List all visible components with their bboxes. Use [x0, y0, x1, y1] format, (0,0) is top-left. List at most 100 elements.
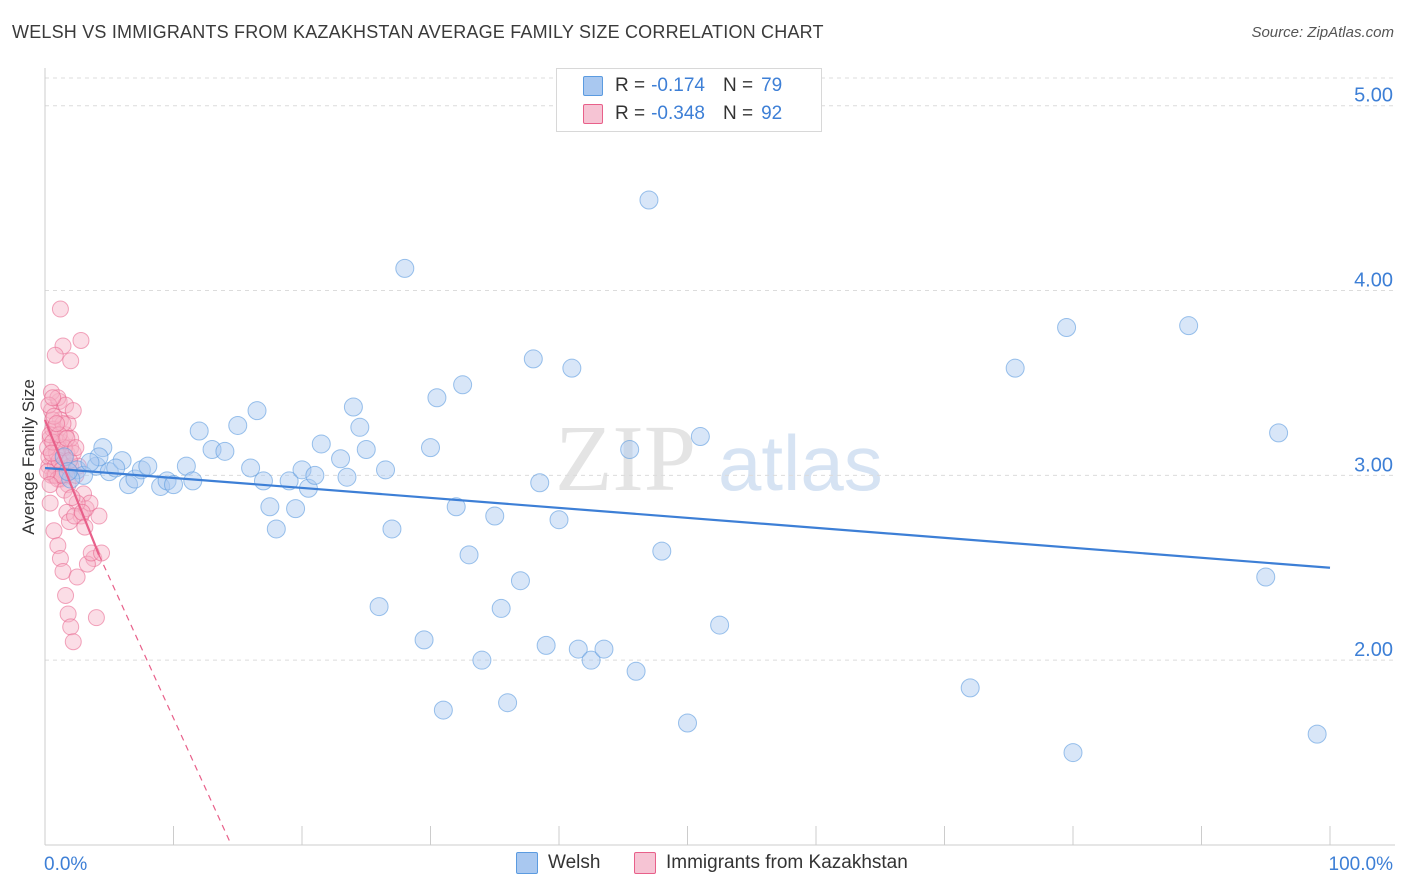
kazakhstan-point: [64, 402, 82, 420]
kazakhstan-trend-extension: [98, 554, 232, 846]
kazakhstan-point: [49, 537, 67, 555]
welsh-point: [427, 388, 447, 408]
n-label: N =: [722, 103, 754, 124]
welsh-point: [594, 639, 614, 659]
r-label: R =: [615, 103, 646, 124]
watermark-zip: ZIP: [555, 407, 696, 511]
welsh-point: [253, 471, 273, 491]
welsh-point: [215, 441, 235, 461]
welsh-point: [279, 471, 299, 491]
y-tick-label: 4.00: [1354, 270, 1393, 292]
kazakhstan-point: [51, 300, 69, 318]
y-tick-labels: 2.00 3.00 4.00 5.00: [1354, 85, 1393, 661]
welsh-point: [491, 598, 511, 618]
welsh-point: [421, 438, 440, 458]
kazakhstan-point: [57, 586, 75, 604]
welsh-point: [228, 415, 248, 435]
welsh-point: [241, 458, 261, 478]
welsh-point: [530, 473, 550, 493]
welsh-point: [1179, 316, 1199, 336]
kazakhstan-point: [46, 346, 64, 364]
kazakhstan-point: [54, 562, 72, 580]
grid-lines: [45, 77, 1395, 661]
welsh-points: [54, 96, 1327, 763]
welsh-point: [626, 661, 646, 681]
axes: [44, 68, 1395, 846]
kazakhstan-points: [39, 300, 111, 651]
welsh-point: [453, 375, 473, 395]
kazakhstan-point: [48, 415, 66, 433]
x-tick-labels: 0.0% 100.0%: [44, 854, 1393, 875]
welsh-point: [414, 630, 434, 650]
welsh-point: [620, 439, 640, 459]
welsh-point: [1269, 423, 1289, 443]
y-tick-label: 2.00: [1354, 639, 1393, 661]
welsh-point: [433, 700, 453, 720]
welsh-point: [311, 434, 331, 454]
welsh-point: [112, 451, 132, 471]
chart-source: Source: ZipAtlas.com: [1251, 24, 1394, 41]
welsh-point: [292, 460, 312, 480]
welsh-point: [523, 349, 543, 369]
welsh-point: [1005, 358, 1025, 378]
welsh-point: [1057, 318, 1077, 338]
welsh-point: [119, 475, 139, 495]
legend-item-welsh: Welsh: [516, 852, 600, 874]
kazakhstan-point: [51, 550, 69, 568]
legend-row-welsh: R = -0.174 N = 79: [583, 73, 782, 99]
welsh-point: [710, 615, 730, 635]
welsh-point: [536, 635, 556, 655]
welsh-point: [80, 452, 100, 472]
welsh-point: [376, 460, 396, 480]
welsh-point: [472, 650, 492, 670]
welsh-point: [343, 397, 363, 417]
kazakhstan-trend-line: [43, 419, 100, 556]
r-label: R =: [615, 75, 646, 96]
welsh-point: [485, 506, 505, 526]
welsh-point: [459, 545, 479, 565]
kazakhstan-point: [90, 507, 108, 525]
legend-item-kazakhstan: Immigrants from Kazakhstan: [634, 852, 908, 874]
welsh-point: [93, 438, 113, 458]
welsh-point: [382, 519, 402, 539]
welsh-point: [1256, 567, 1276, 587]
welsh-point: [286, 499, 306, 519]
welsh-point: [350, 417, 370, 437]
welsh-point: [247, 401, 267, 421]
kazakhstan-point: [58, 429, 76, 447]
welsh-r-value: -0.174: [651, 75, 705, 96]
trend-lines: [43, 419, 1331, 846]
welsh-legend-label: Welsh: [548, 852, 601, 873]
kazakhstan-point: [41, 494, 59, 512]
kazakhstan-point: [62, 352, 80, 370]
welsh-point: [568, 639, 588, 659]
x-tick-label-max: 100.0%: [1329, 854, 1394, 875]
welsh-point: [1307, 724, 1327, 744]
series-legend: Welsh Immigrants from Kazakhstan: [0, 852, 1406, 878]
kazakhstan-point: [78, 555, 96, 573]
welsh-point: [446, 497, 466, 517]
welsh-point: [260, 497, 280, 517]
welsh-point: [510, 571, 530, 591]
n-label: N =: [722, 75, 754, 96]
x-tick-label-min: 0.0%: [44, 854, 87, 875]
welsh-trend-line: [44, 466, 1331, 569]
welsh-n-value: 79: [761, 75, 783, 96]
welsh-point: [337, 467, 357, 487]
kazakhstan-point: [64, 633, 82, 651]
kazakhstan-swatch: [583, 104, 603, 124]
welsh-swatch: [583, 76, 603, 96]
kazakhstan-legend-swatch: [634, 852, 656, 874]
welsh-point: [305, 465, 325, 485]
welsh-point: [562, 358, 582, 378]
kaz-n-value: 92: [761, 103, 783, 124]
welsh-point: [369, 597, 389, 617]
kazakhstan-point: [41, 476, 59, 494]
kazakhstan-point: [44, 389, 62, 407]
kazakhstan-point: [62, 618, 80, 636]
kazakhstan-point: [59, 605, 77, 623]
welsh-point: [138, 456, 158, 476]
welsh-point: [652, 541, 672, 561]
welsh-point: [164, 475, 183, 495]
